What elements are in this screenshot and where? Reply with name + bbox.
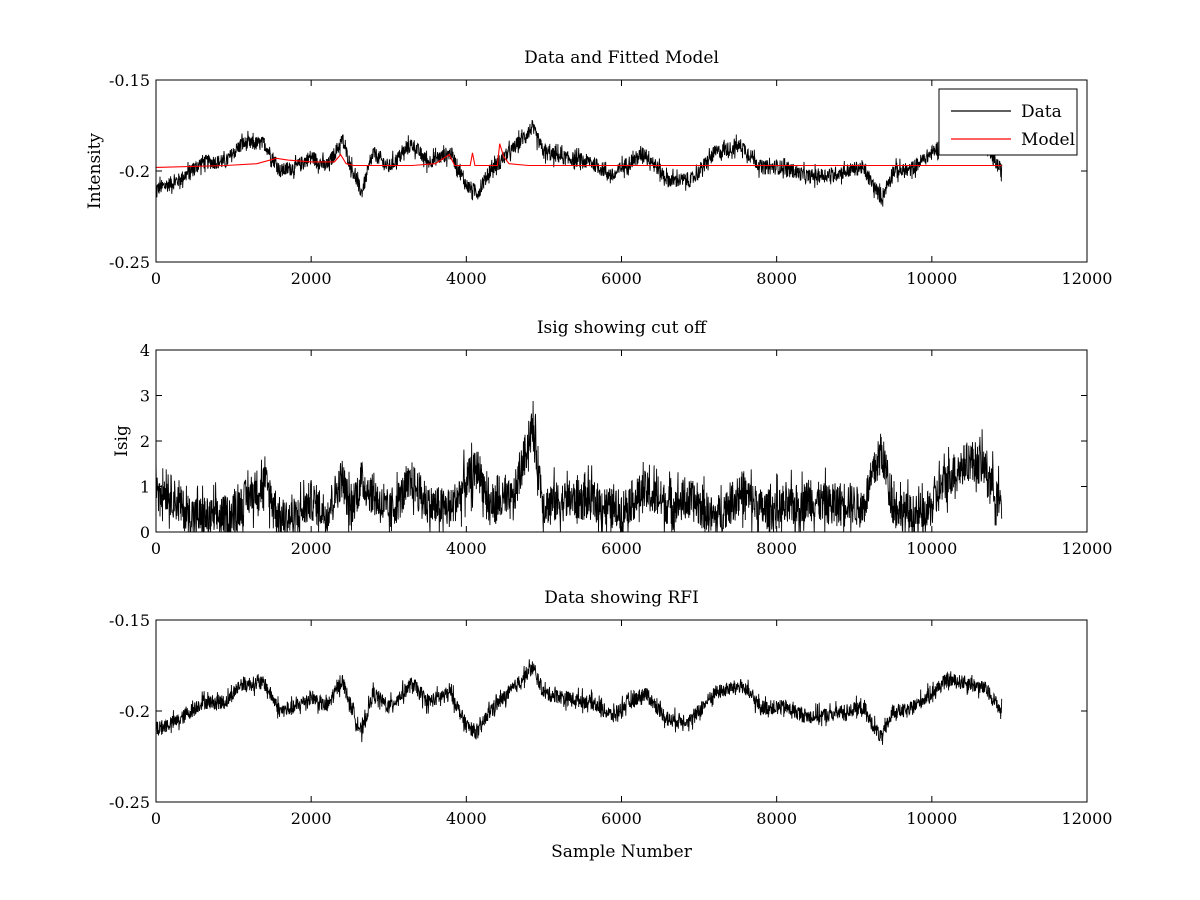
- y-tick-label: -0.2: [119, 702, 150, 721]
- x-tick-label: 2000: [291, 809, 332, 828]
- y-axis-label: Intensity: [85, 133, 105, 209]
- x-tick-label: 6000: [601, 809, 642, 828]
- x-tick-label: 8000: [756, 539, 797, 558]
- x-tick-label: 10000: [906, 809, 957, 828]
- x-tick-label: 0: [151, 539, 161, 558]
- x-tick-label: 2000: [291, 539, 332, 558]
- x-tick-label: 10000: [906, 269, 957, 288]
- x-tick-label: 4000: [446, 269, 487, 288]
- x-tick-label: 8000: [756, 809, 797, 828]
- x-tick-label: 0: [151, 809, 161, 828]
- panel-data-and-fitted-model: 0 2000 4000 6000 8000 10000 12000 -0.15 -0.2 -0.2…: [85, 48, 1112, 288]
- y-axis-label: Isig: [112, 425, 132, 457]
- series-line-isig: [156, 400, 1003, 532]
- x-tick-label: 12000: [1062, 539, 1113, 558]
- y-tick-label: 3: [140, 387, 150, 406]
- legend: Data Model: [938, 88, 1078, 156]
- series-line-data: [156, 659, 1003, 745]
- x-tick-label: 0: [151, 269, 161, 288]
- x-axis-label: Sample Number: [551, 842, 693, 862]
- y-tick-label: -0.25: [109, 793, 150, 812]
- series-line-model: [156, 143, 1002, 168]
- y-tick-label: -0.25: [109, 253, 150, 272]
- x-tick-label: 8000: [756, 269, 797, 288]
- x-tick-label: 12000: [1062, 809, 1113, 828]
- x-tick-label: 4000: [446, 539, 487, 558]
- x-tick-label: 12000: [1062, 269, 1113, 288]
- y-tick-label: -0.2: [119, 162, 150, 181]
- chart-title: Data and Fitted Model: [524, 48, 719, 68]
- chart-title: Isig showing cut off: [537, 318, 708, 338]
- y-tick-label: 0: [140, 523, 150, 542]
- x-tick-label: 6000: [601, 269, 642, 288]
- series-line-data: [156, 119, 1003, 207]
- y-tick-label: -0.15: [109, 611, 150, 630]
- legend-box: [938, 88, 1078, 156]
- panel-data-showing-rfi: 0 2000 4000 6000 8000 10000 12000 -0.15 -0.2 -0.2…: [109, 588, 1112, 862]
- y-tick-label: 2: [140, 432, 150, 451]
- chart-title: Data showing RFI: [544, 588, 699, 608]
- y-tick-label: -0.15: [109, 71, 150, 90]
- legend-label-data: Data: [1021, 102, 1062, 122]
- x-tick-label: 6000: [601, 539, 642, 558]
- x-tick-label: 10000: [906, 539, 957, 558]
- legend-label-model: Model: [1021, 130, 1075, 150]
- panel-isig-showing-cut-off: 0 2000 4000 6000 8000 10000 12000 0 1 2 3 4 Isig sho…: [112, 318, 1112, 558]
- x-tick-label: 4000: [446, 809, 487, 828]
- y-tick-label: 4: [140, 341, 150, 360]
- x-tick-label: 2000: [291, 269, 332, 288]
- y-tick-label: 1: [140, 478, 150, 497]
